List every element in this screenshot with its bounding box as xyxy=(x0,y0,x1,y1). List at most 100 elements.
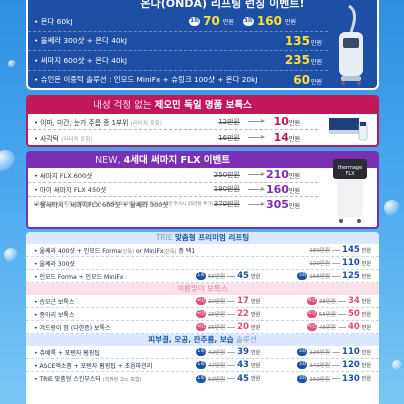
price-group-1: 1회 50만원 45 만원 xyxy=(196,374,260,384)
arrow-icon xyxy=(227,351,236,353)
price-group-2: 3회 165만원 125 만원 xyxy=(297,271,371,281)
skin-row: • 쥬베룩 + 포텐자 펌핑팁 1회 42만원 39 만원 3회 126만원 110 만원 xyxy=(26,346,379,359)
arrow-icon xyxy=(248,119,265,123)
price-unit: 만원 xyxy=(250,298,261,305)
price-number: 305 xyxy=(265,197,289,211)
trie-row: • 울쎄라 400샷 + 인모드 Forma(단독) or MiniFx(단독)… xyxy=(26,244,379,257)
arrow-icon xyxy=(227,364,236,366)
old-price: 25만원 xyxy=(208,312,226,318)
price-group-2: 외산 38만원 34 만원 xyxy=(306,296,371,306)
row-label: • 이마, 미간, 눈가 주름 중 1부위 (리터치 포함) xyxy=(34,117,162,127)
botox-row: • 승모근 보톡스 국산 20만원 17 만원 외산 38만원 34 만원 xyxy=(26,295,379,308)
row-label: • 울쎄라 400샷 + 인모드 Forma(단독) or MiniFx(단독)… xyxy=(34,246,195,255)
price-unit: 만원 xyxy=(288,136,300,143)
onda-title: 온다(ONDA) 리프팅 런칭 이벤트! xyxy=(140,0,305,10)
svg-text:FLX: FLX xyxy=(345,171,355,177)
new-price: 43 xyxy=(237,360,249,370)
price-unit: 만원 xyxy=(361,273,371,280)
bubble-decoration xyxy=(392,360,402,370)
old-price: 45만원 xyxy=(318,325,336,331)
trie-row: • 울쎄라 300샷 120만원 110 만원 xyxy=(26,257,379,270)
old-price: 20만원 xyxy=(208,299,226,305)
origin-badge: 외산 xyxy=(306,323,317,331)
price-value: 235만원 xyxy=(285,53,322,67)
new-price: 22 xyxy=(237,309,249,319)
skin-row: • ASCE엑소좀 + 포텐자 펌핑팁 + 초음파관리 1회 47만원 43 만원 3… xyxy=(26,359,379,372)
flx-note: (울쎄라 100샷 추가시 25만원 추가 / 울쎄라 100샷+써마지 FLX… xyxy=(34,201,213,207)
label-sub: (단독) xyxy=(121,248,135,255)
title-bold: 맞춤형 프리미엄 리프팅 xyxy=(174,233,250,242)
row-label: • 아이 써마지 FLX 450샷 xyxy=(34,186,107,195)
skin-row: • TRIE 맞춤형 스킨부스터 (리쥬란 2cc 포함) 1회 50만원 45 만원… xyxy=(26,372,379,385)
price-unit: 만원 xyxy=(288,120,300,127)
row-label: • 울쎄라 300샷 + 온다 40kJ xyxy=(34,36,128,46)
label-sub: (리쥬란 2cc 포함) xyxy=(102,377,142,383)
onda-event-box: 온다(ONDA) 리프팅 런칭 이벤트! • 온다 60kJ 1회 70 만원 … xyxy=(26,0,379,90)
arrow-icon xyxy=(337,313,346,315)
price-group-1: 국산 25만원 22 만원 xyxy=(196,309,260,319)
arrow-icon xyxy=(332,364,341,366)
title-bold: 제오민 독일 명품 보톡스 xyxy=(154,100,252,111)
title-text: 여름맞이 보톡스 xyxy=(177,284,228,293)
price-unit: 만원 xyxy=(361,324,371,331)
title-light: NEW, xyxy=(95,155,124,166)
session-badge: 3회 xyxy=(297,361,308,369)
xeomin-event-box: 내성 걱정 없는 제오민 독일 명품 보톡스 • 이마, 미간, 눈가 주름 중… xyxy=(26,95,379,147)
origin-badge: 국산 xyxy=(196,310,206,318)
row-label: • 사각턱 (리터치 포함) xyxy=(34,133,92,143)
onda-row: • 울쎄라 300샷 + 온다 40kJ 135만원 xyxy=(28,32,328,51)
arrow-icon xyxy=(227,300,236,302)
old-price: 120만원 xyxy=(309,261,331,267)
old-price: 190만원 xyxy=(213,185,240,194)
flx-row: • 아이 써마지 FLX 450샷 190만원 160만원 xyxy=(28,183,318,197)
row-label: • TRIE 맞춤형 스킨부스터 (리쥬란 2cc 포함) xyxy=(34,374,142,383)
new-price: 160만원 xyxy=(266,183,300,196)
price-number: 160 xyxy=(265,182,289,196)
thermage-flx-event-box: NEW, 4세대 써마지 FLX 이벤트 • 써마지 FLX 600샷 250만… xyxy=(26,151,379,229)
price-value: 160 xyxy=(256,14,282,29)
onda-row: • 온다 60kJ 1회 70 만원 3회 160 만원 xyxy=(28,12,328,32)
arrow-icon xyxy=(248,186,265,191)
title-light: 솔루션 xyxy=(233,335,257,344)
xeomin-title: 내성 걱정 없는 제오민 독일 명품 보톡스 xyxy=(28,97,377,114)
row-label: • 인모드 Forma + 인모드 MiniFx xyxy=(34,273,124,281)
new-price: 14만원 xyxy=(274,131,300,144)
price-unit: 만원 xyxy=(288,202,300,210)
price-number: 60 xyxy=(293,72,310,87)
bubble-decoration xyxy=(4,248,18,262)
old-price: 25만원 xyxy=(208,325,226,331)
old-price: 12만원 xyxy=(218,117,240,126)
old-price: 16만원 xyxy=(218,133,240,142)
price-unit: 만원 xyxy=(288,173,300,181)
price-unit: 만원 xyxy=(250,349,261,356)
row-label: • 써마지 FLX 600샷 xyxy=(34,171,93,180)
arrow-icon xyxy=(227,275,236,277)
label-text: • 이마, 미간, 눈가 주름 중 1부위 xyxy=(34,118,129,127)
new-price: 40 xyxy=(347,322,360,332)
arrow-icon xyxy=(332,275,341,277)
old-price: 180만원 xyxy=(309,248,331,254)
price-group: 180만원 145 만원 xyxy=(309,245,371,255)
price-unit: 만원 xyxy=(361,247,371,254)
flx-title: NEW, 4세대 써마지 FLX 이벤트 xyxy=(28,153,377,168)
new-price: 45 xyxy=(237,373,249,384)
old-price: 55만원 xyxy=(208,274,226,280)
label-sub: (리터치 포함) xyxy=(61,136,93,143)
price-unit: 만원 xyxy=(361,362,371,369)
row-label: • 승모근 보톡스 xyxy=(34,298,75,306)
price-group-1: 1회 55만원 45 만원 xyxy=(196,271,260,281)
row-label: • ASCE엑소좀 + 포텐자 펌핑팁 + 초음파관리 xyxy=(34,362,153,370)
origin-badge: 국산 xyxy=(196,323,206,331)
price-unit: 만원 xyxy=(250,362,261,369)
price-number: 135 xyxy=(284,33,310,48)
thermage-device-image: thermage FLX xyxy=(333,159,367,223)
new-price: 50 xyxy=(347,309,360,319)
skin-section-title: 피부결, 모공, 잔주름, 보습 솔루션 xyxy=(26,334,379,346)
price-group-1: 1회 42만원 39 만원 xyxy=(196,347,260,357)
old-price: 47만원 xyxy=(208,363,226,369)
price-unit: 만원 xyxy=(361,311,371,318)
flx-row: • 울써타시 : 써마지FLX 600샷 + 울쎄라 300샷 370만원 30… xyxy=(28,197,318,212)
origin-badge: 외산 xyxy=(306,310,317,318)
price-number: 14 xyxy=(273,131,289,144)
row-label: • 종아리 보톡스 xyxy=(34,311,75,319)
